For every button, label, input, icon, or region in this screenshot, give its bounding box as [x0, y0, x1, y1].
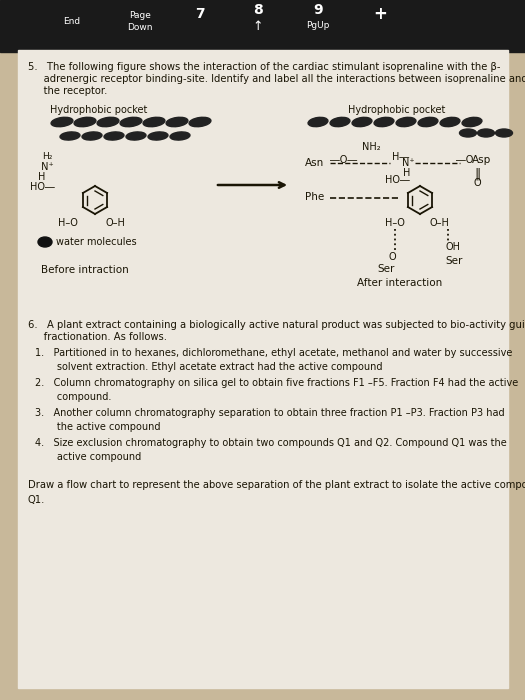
Bar: [0, 0, 525, 52]
Text: O: O: [473, 178, 481, 188]
Text: O–H: O–H: [105, 218, 125, 228]
Text: ‖: ‖: [474, 168, 480, 181]
Text: End: End: [64, 18, 80, 27]
Ellipse shape: [38, 237, 52, 247]
Text: Draw a flow chart to represent the above separation of the plant extract to isol: Draw a flow chart to represent the above…: [28, 480, 525, 505]
Text: adrenergic receptor binding-site. Identify and label all the interactions betwee: adrenergic receptor binding-site. Identi…: [28, 74, 525, 84]
Text: After interaction: After interaction: [358, 278, 443, 288]
Text: Down: Down: [127, 24, 153, 32]
Text: HO―: HO―: [30, 182, 55, 192]
Text: 2.   Column chromatography on silica gel to obtain five fractions F1 –F5. Fracti: 2. Column chromatography on silica gel t…: [35, 378, 518, 402]
Text: HO―: HO―: [385, 175, 410, 185]
Text: H―: H―: [392, 152, 409, 162]
Ellipse shape: [374, 118, 394, 127]
Text: ―O―: ―O―: [330, 155, 357, 165]
Text: 4.   Size exclusion chromatography to obtain two compounds Q1 and Q2. Compound Q: 4. Size exclusion chromatography to obta…: [35, 438, 507, 463]
Ellipse shape: [97, 118, 119, 127]
Text: Before intraction: Before intraction: [41, 265, 129, 275]
Text: N⁺: N⁺: [38, 162, 54, 172]
Text: ↑: ↑: [253, 20, 263, 32]
Text: 3.   Another column chromatography separation to obtain three fraction P1 –P3. F: 3. Another column chromatography separat…: [35, 408, 505, 433]
Text: +: +: [373, 5, 387, 23]
Ellipse shape: [74, 118, 96, 127]
Text: ―O: ―O: [456, 155, 474, 165]
Text: water molecules: water molecules: [56, 237, 136, 247]
Text: Asn: Asn: [305, 158, 324, 168]
Text: Hydrophobic pocket: Hydrophobic pocket: [348, 105, 445, 115]
Ellipse shape: [330, 118, 350, 127]
Ellipse shape: [166, 118, 188, 127]
Text: H: H: [38, 172, 45, 182]
Ellipse shape: [418, 118, 438, 127]
Text: Page: Page: [129, 11, 151, 20]
Text: OH: OH: [445, 242, 460, 252]
Ellipse shape: [308, 118, 328, 127]
Text: H₂: H₂: [42, 152, 52, 161]
Ellipse shape: [496, 129, 512, 137]
Text: 5.   The following figure shows the interaction of the cardiac stimulant isopren: 5. The following figure shows the intera…: [28, 62, 500, 72]
Text: H–O: H–O: [385, 218, 405, 228]
Text: Ser: Ser: [377, 264, 395, 274]
Ellipse shape: [126, 132, 146, 140]
Ellipse shape: [148, 132, 168, 140]
Text: the receptor.: the receptor.: [28, 86, 108, 96]
Text: O: O: [388, 252, 396, 262]
Text: PgUp: PgUp: [306, 22, 330, 31]
Ellipse shape: [82, 132, 102, 140]
Text: 8: 8: [253, 3, 263, 17]
Ellipse shape: [143, 118, 165, 127]
Ellipse shape: [459, 129, 477, 137]
Text: N⁺: N⁺: [402, 158, 415, 168]
Ellipse shape: [120, 118, 142, 127]
Text: 7: 7: [195, 7, 205, 21]
Ellipse shape: [170, 132, 190, 140]
Ellipse shape: [478, 129, 495, 137]
Text: fractionation. As follows.: fractionation. As follows.: [28, 332, 167, 342]
Ellipse shape: [440, 118, 460, 127]
Text: Ser: Ser: [445, 256, 463, 266]
Ellipse shape: [51, 118, 73, 127]
Text: 6.   A plant extract containing a biologically active natural product was subjec: 6. A plant extract containing a biologic…: [28, 320, 525, 330]
Ellipse shape: [396, 118, 416, 127]
Text: H–O: H–O: [58, 218, 78, 228]
Text: Phe: Phe: [305, 192, 324, 202]
Text: H: H: [403, 168, 411, 178]
Text: O–H: O–H: [430, 218, 450, 228]
Ellipse shape: [462, 118, 482, 127]
Ellipse shape: [60, 132, 80, 140]
Text: Hydrophobic pocket: Hydrophobic pocket: [50, 105, 148, 115]
Ellipse shape: [189, 118, 211, 127]
Text: 1.   Partitioned in to hexanes, dichloromethane, ethyl acetate, methanol and wat: 1. Partitioned in to hexanes, dichlorome…: [35, 348, 512, 372]
Ellipse shape: [352, 118, 372, 127]
Ellipse shape: [104, 132, 124, 140]
Text: Asp: Asp: [472, 155, 491, 165]
Text: NH₂: NH₂: [362, 142, 381, 152]
Text: 9: 9: [313, 3, 323, 17]
